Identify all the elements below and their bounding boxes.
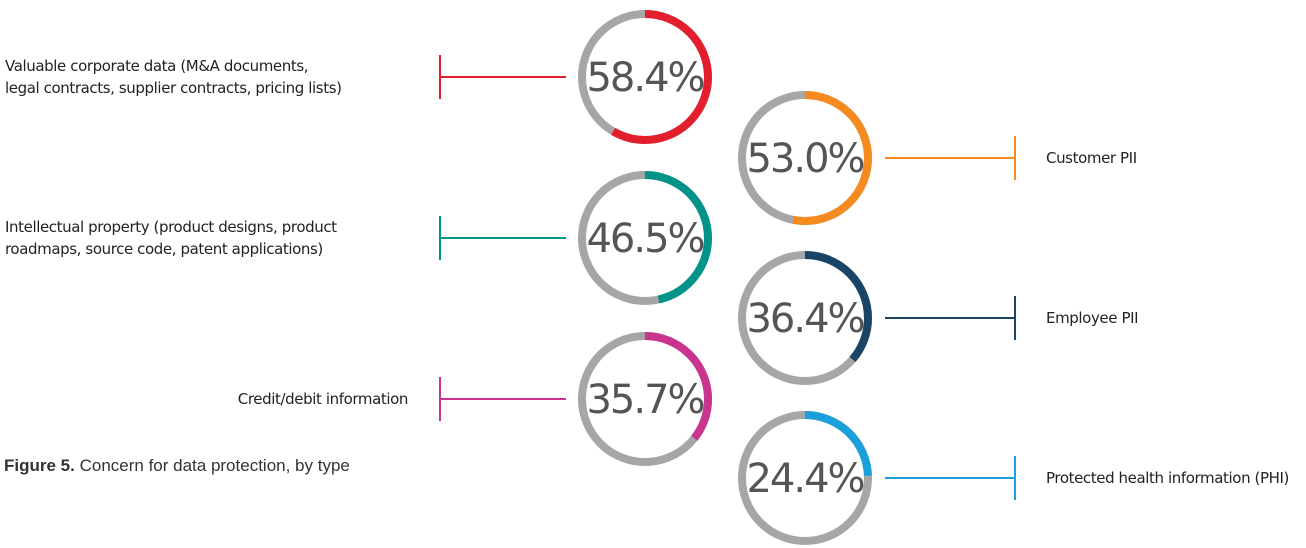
value-label: 35.7% xyxy=(586,377,703,423)
value-label: 36.4% xyxy=(746,296,863,342)
donut-arc xyxy=(738,251,872,385)
category-label: Customer PII xyxy=(1046,149,1137,167)
value-label: 24.4% xyxy=(746,456,863,502)
category-label: Valuable corporate data (M&A documents, … xyxy=(5,57,342,97)
category-label: Employee PII xyxy=(1046,309,1139,327)
donut-arc xyxy=(578,171,712,305)
category-label: Intellectual property (product designs, … xyxy=(5,218,337,258)
value-label: 53.0% xyxy=(746,136,863,182)
donut-arc xyxy=(578,10,712,144)
value-label: 58.4% xyxy=(586,55,703,101)
category-label: Credit/debit information xyxy=(237,390,409,408)
donut-arc xyxy=(738,411,872,545)
caption: Figure 5. Concern for data protection, b… xyxy=(4,456,350,476)
donut-arc xyxy=(738,91,872,225)
figure-label: Figure 5. xyxy=(4,456,75,475)
donut-arc xyxy=(578,332,712,466)
value-label: 46.5% xyxy=(586,216,703,262)
category-label: Protected health information (PHI) xyxy=(1046,469,1289,487)
chart-title: Concern for data protection, by type xyxy=(79,456,350,475)
